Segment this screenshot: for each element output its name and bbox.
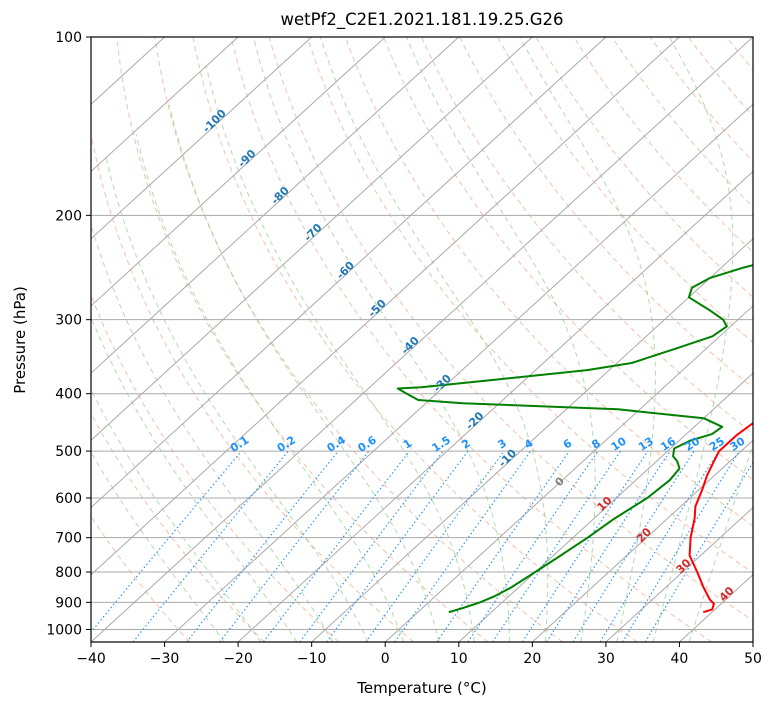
mixing-ratio-line [394,450,532,642]
x-tick-label: −30 [150,651,180,667]
moist-adiabat [205,66,475,642]
y-axis-label: Pressure (hPa) [11,286,29,394]
mixing-ratio-line [436,450,570,642]
x-tick-label: 10 [450,651,468,667]
isotherm-line [91,37,680,576]
dry-adiabat [268,37,753,622]
isotherm-line [752,641,753,642]
isotherm-line [311,238,753,642]
moist-adiabat [319,37,549,642]
mixing-ratio-line [91,450,242,633]
mixing-ratio-line [622,450,740,642]
background-lines [91,37,775,642]
isotherm-line [91,37,239,173]
dry-adiabat [91,293,340,642]
moist-adiabat [688,442,753,642]
moist-adiabat [91,223,334,642]
y-tick-label: 500 [55,444,82,460]
dry-adiabat [116,37,489,642]
x-tick-label: 0 [381,651,390,667]
dewpoint-profile-line [396,264,753,614]
y-tick-label: 100 [55,30,82,46]
y-tick-label: 400 [55,387,82,403]
mixing-ratio-line [299,450,444,642]
mixing-ratio-line [365,450,505,642]
profile-lines [396,264,753,614]
isotherm-line [91,37,313,240]
moist-adiabat [168,104,440,642]
moist-adiabat [91,451,225,642]
moist-adiabat [519,37,656,642]
dry-adiabat [91,515,191,642]
moist-adiabat [253,37,511,642]
y-tick-label: 900 [55,595,82,611]
mixing-ratio-line [467,450,599,642]
x-tick-label: −20 [223,651,253,667]
y-tick-label: 1000 [46,622,82,638]
isotherm-line [91,37,460,374]
dry-adiabat [192,37,638,642]
isotherm-line [91,37,533,441]
isotherm-line [91,37,753,642]
dry-adiabat [765,37,775,642]
isotherm-line [164,103,753,642]
isotherm-line [531,439,753,642]
isotherm-line [91,37,386,307]
x-tick-label: 40 [671,651,689,667]
dry-adiabat [306,37,753,574]
moist-adiabat [405,37,596,642]
x-tick-label: 20 [523,651,541,667]
mixing-ratio-line [263,450,410,642]
y-tick-label: 800 [55,565,82,581]
isotherm-line [458,372,753,642]
mixing-ratio-line [492,450,622,642]
mixing-ratio-line [326,450,469,642]
mixing-ratio-line [522,450,649,642]
y-tick-label: 300 [55,313,82,329]
y-tick-label: 600 [55,491,82,507]
mixing-ratio-line [546,450,671,642]
mixing-ratio-line [186,450,339,642]
x-tick-label: −10 [297,651,327,667]
chart-title: wetPf2_C2E1.2021.181.19.25.G26 [280,10,563,30]
mixing-ratio-line [599,450,720,642]
dry-adiabat [91,412,265,642]
moist-adiabat [135,134,405,642]
axes: −40 −30 −20 −10 0 10 20 30 40 50 100 200 300 400 500 60… [46,30,762,667]
x-axis-label: Temperature (°C) [356,679,486,697]
y-tick-label: 200 [55,208,82,224]
x-tick-label: 30 [597,651,615,667]
moist-adiabat [652,37,734,642]
moist-adiabat [91,388,262,642]
dry-adiabat [497,37,753,344]
x-tick-label: −40 [76,651,106,667]
isotherm-line [605,506,753,642]
isotherm-line [91,37,607,509]
y-tick-label: 700 [55,531,82,547]
isotherm-line [237,170,753,642]
isotherm-line [384,305,753,642]
mixing-ratio-line [572,450,695,642]
dry-adiabat [459,37,753,389]
temperature-profile-line [688,421,753,614]
mixing-ratio-line [132,450,289,642]
plot-frame [90,36,754,643]
x-tick-label: 50 [744,651,762,667]
